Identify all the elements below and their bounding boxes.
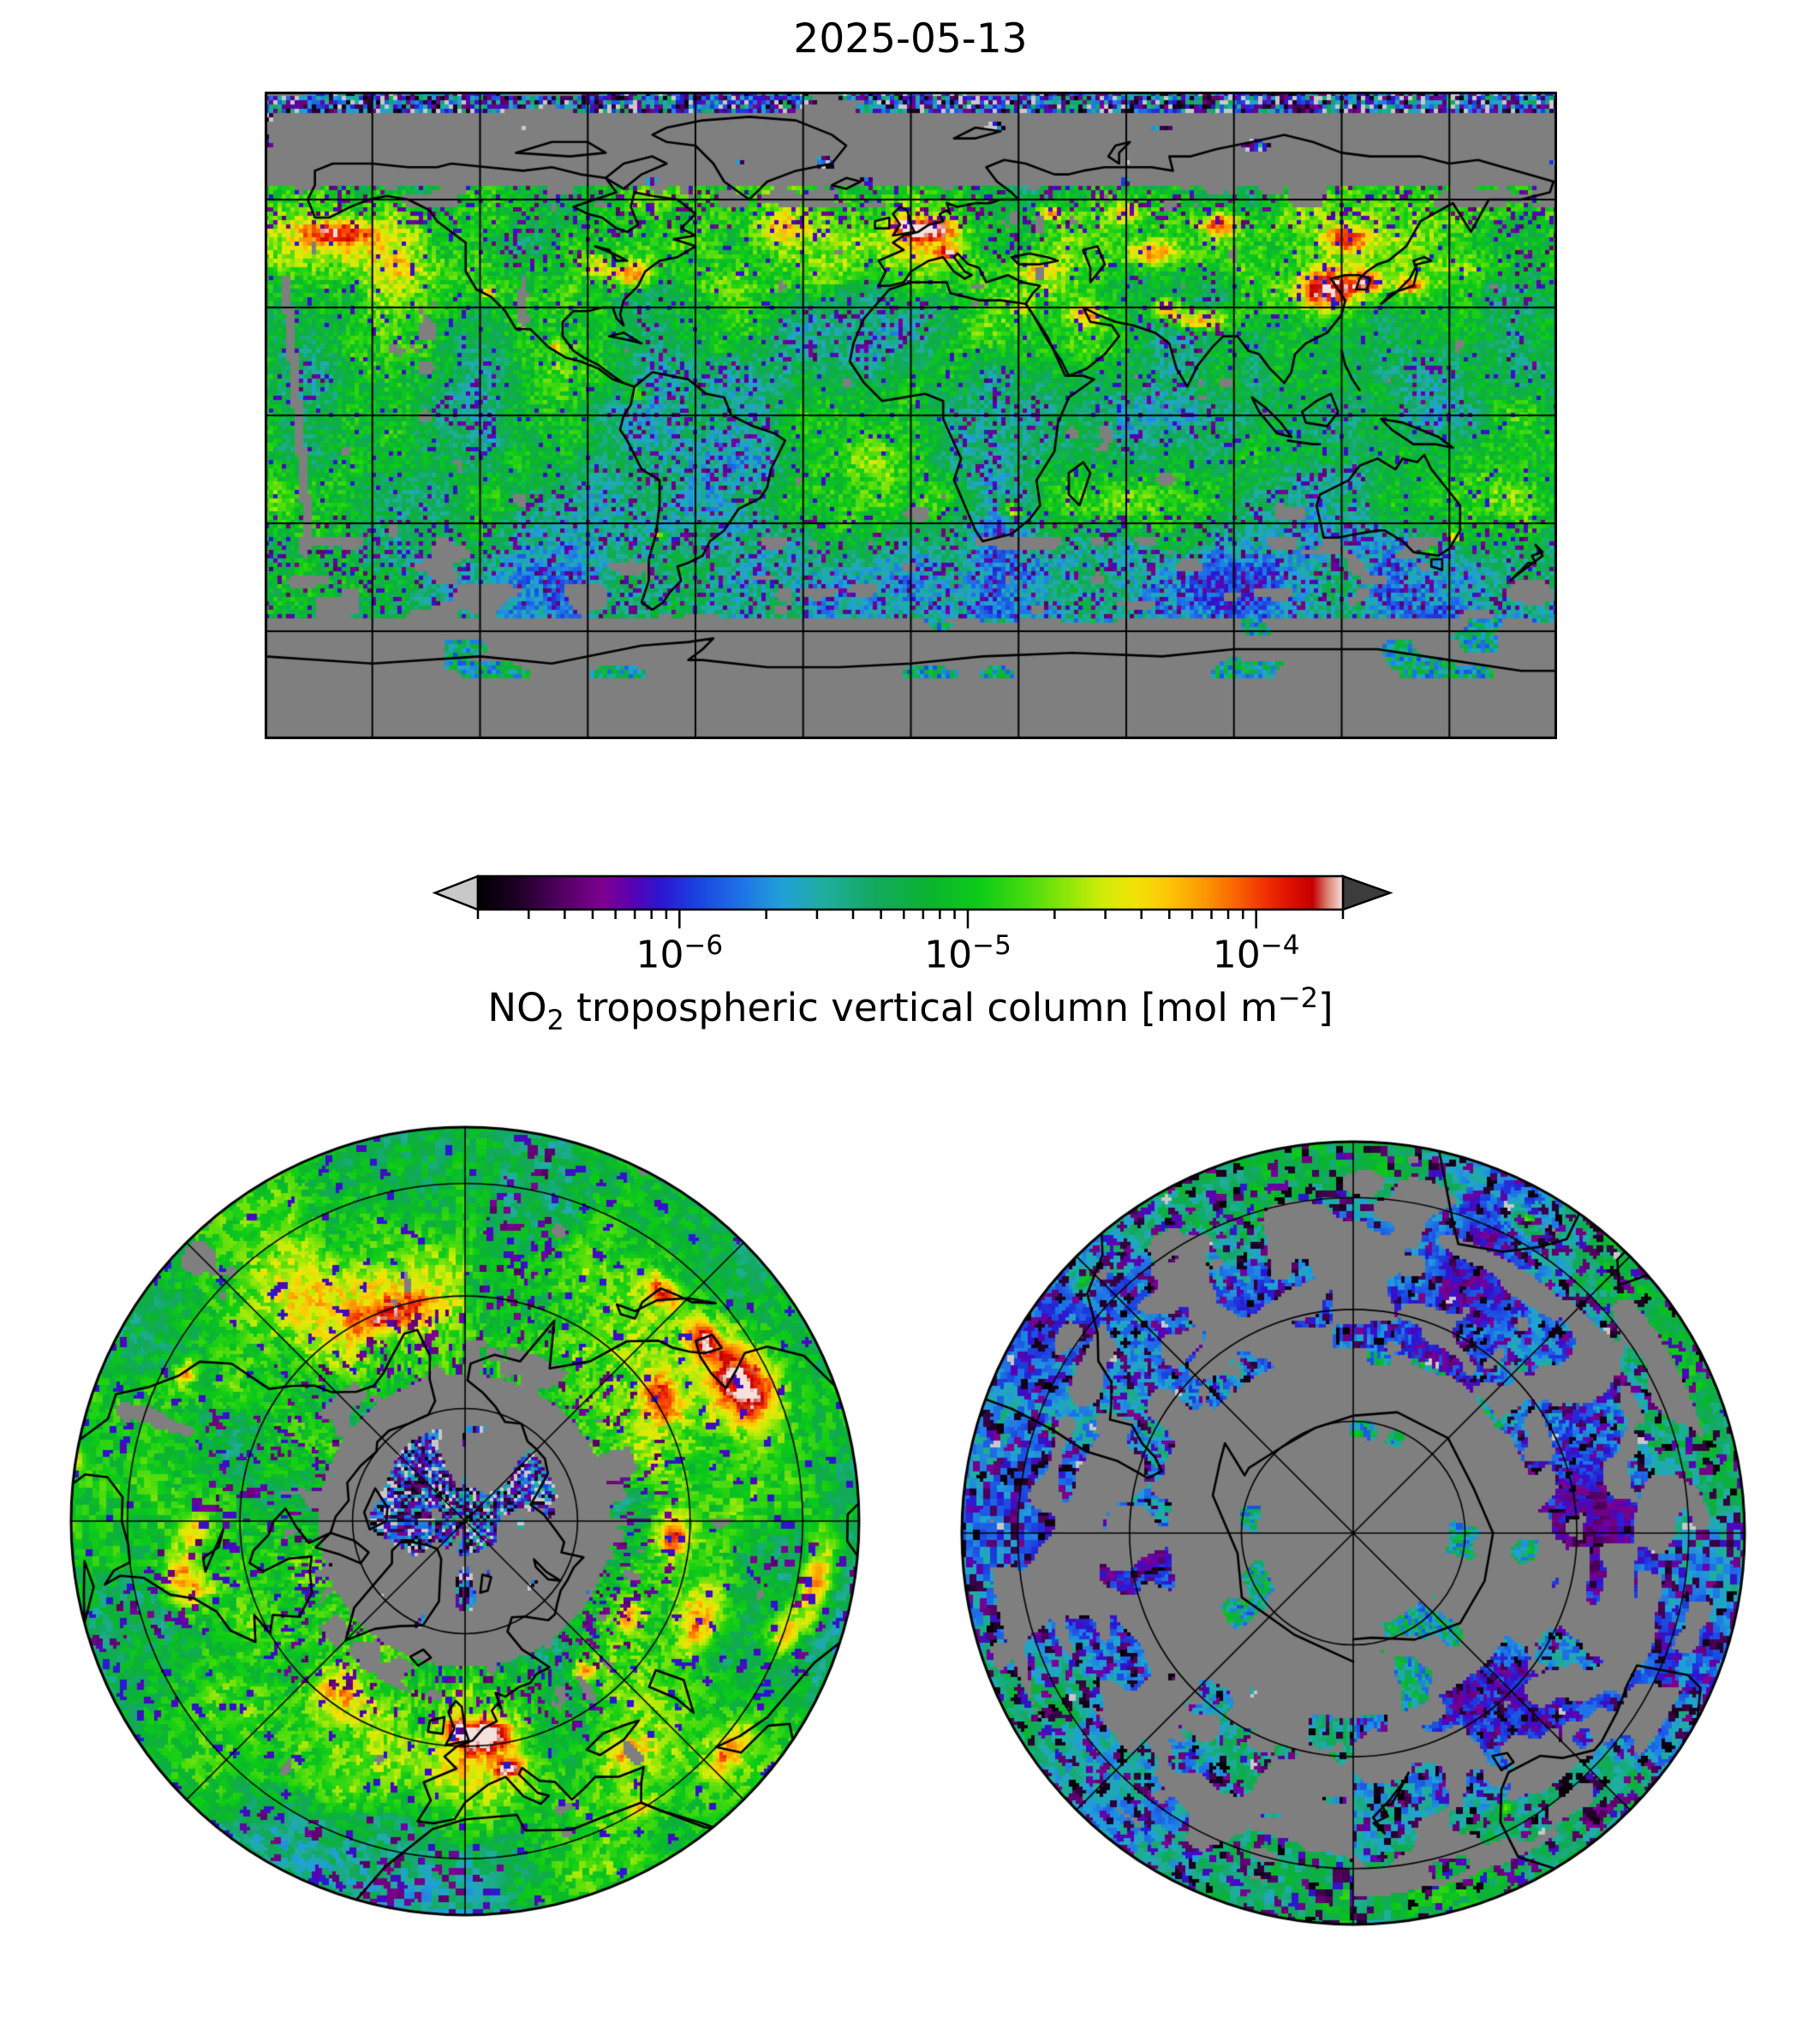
- colorbar: [432, 874, 1393, 928]
- figure-title: 2025-05-13: [793, 15, 1028, 63]
- colorbar-tick-label: 10−5: [924, 930, 1011, 977]
- world-map-panel: [265, 92, 1557, 739]
- colorbar-tick-label: 10−6: [636, 930, 724, 977]
- colorbar-gradient-bar: [476, 874, 1345, 911]
- colorbar-tick-label: 10−4: [1212, 930, 1300, 977]
- north-polar-panel: [69, 1125, 862, 1918]
- colorbar-ticks: [476, 910, 1345, 928]
- colorbar-label: NO2 tropospheric vertical column [mol m−…: [487, 982, 1334, 1036]
- south-polar-panel: [959, 1139, 1747, 1927]
